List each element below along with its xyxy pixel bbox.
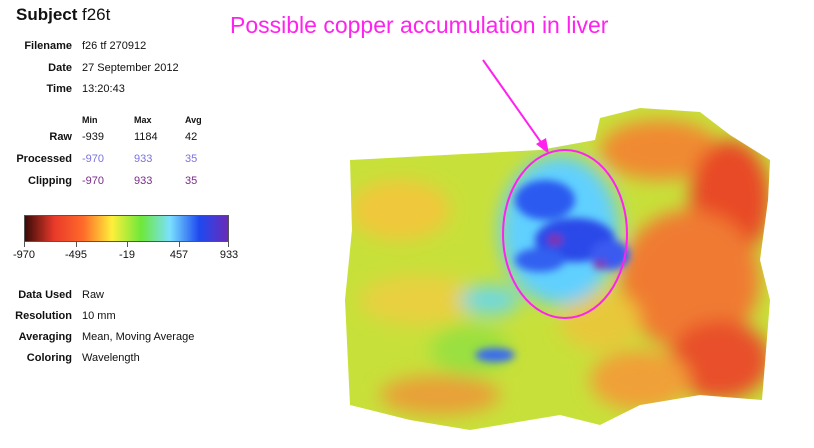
colorbar [24,215,229,242]
row-label: Processed [16,153,72,165]
filename-label: Filename [24,40,72,52]
annotation-arrow [482,59,546,149]
clipping-max: 933 [134,175,153,187]
resolution-label: Resolution [15,310,72,322]
data-used-value: Raw [82,289,105,301]
colorbar-tick: 457 [169,249,189,261]
processed-min: -970 [82,153,105,165]
averaging-value: Mean, Moving Average [82,331,195,343]
data-used-label: Data Used [18,289,72,301]
arrow-head-icon [536,138,549,154]
row-label: Raw [49,131,72,143]
colorbar-tick: 933 [219,249,239,261]
colorbar-tick: -970 [12,249,36,261]
subject-label: Subject [16,5,78,24]
date-label: Date [48,62,72,74]
processed-avg: 35 [185,153,198,165]
raw-max: 1184 [134,131,158,143]
coloring-value: Wavelength [82,352,140,364]
header-min: Min [82,115,98,125]
row-label: Clipping [28,175,72,187]
subject-value: f26t [82,5,111,24]
annotation-text: Possible copper accumulation in liver [230,12,609,38]
averaging-label: Averaging [18,331,72,343]
filename-value: f26 tf 270912 [82,40,147,52]
clipping-min: -970 [82,175,105,187]
header-max: Max [134,115,152,125]
annotation-ellipse [502,149,628,319]
time-value: 13:20:43 [82,83,125,95]
raw-min: -939 [82,131,105,143]
date-value: 27 September 2012 [82,62,179,74]
resolution-value: 10 mm [82,310,116,322]
time-label: Time [46,83,72,95]
raw-avg: 42 [185,131,198,143]
colorbar-tick: -19 [119,249,135,261]
clipping-avg: 35 [185,175,198,187]
processed-max: 933 [134,153,153,165]
header-avg: Avg [185,115,202,125]
coloring-label: Coloring [26,352,72,364]
colorbar-tick: -495 [64,249,88,261]
